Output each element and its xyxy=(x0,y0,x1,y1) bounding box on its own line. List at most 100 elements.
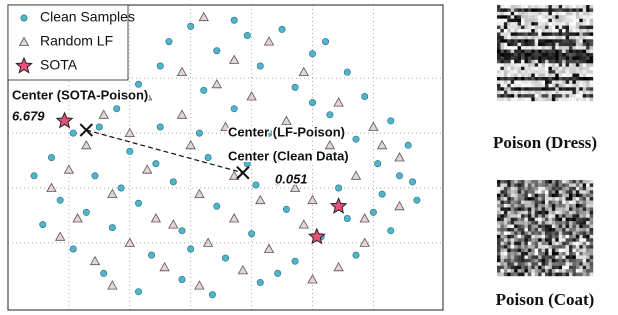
pixel xyxy=(514,63,518,67)
pixel xyxy=(511,221,515,225)
pixel xyxy=(511,207,515,211)
pixel xyxy=(576,242,580,246)
pixel xyxy=(504,84,508,88)
pixel xyxy=(497,273,501,277)
pixel xyxy=(511,46,515,50)
pixel xyxy=(576,70,580,74)
pixel xyxy=(586,19,590,23)
pixel xyxy=(590,60,594,64)
pixel xyxy=(572,255,576,259)
pixel xyxy=(507,22,511,26)
pixel xyxy=(566,77,570,81)
center-link xyxy=(86,130,243,173)
pixel xyxy=(538,221,542,225)
point xyxy=(91,257,100,265)
pixel xyxy=(583,26,587,30)
pixel xyxy=(548,39,552,43)
pixel xyxy=(507,183,511,187)
pixel xyxy=(497,194,501,198)
pixel xyxy=(586,197,590,201)
pixel xyxy=(552,94,556,98)
pixel xyxy=(572,211,576,215)
pixel xyxy=(576,50,580,54)
pixel xyxy=(569,183,573,187)
pixel xyxy=(535,5,539,9)
pixel xyxy=(548,50,552,54)
pixel xyxy=(524,8,528,12)
pixel xyxy=(538,67,542,71)
pixel xyxy=(552,187,556,191)
pixel xyxy=(548,204,552,208)
pixel xyxy=(504,67,508,71)
pixel xyxy=(579,249,583,253)
pixel xyxy=(579,5,583,9)
pixel xyxy=(572,63,576,67)
pixel xyxy=(542,46,546,50)
pixel xyxy=(586,269,590,273)
pixel xyxy=(514,228,518,232)
pixel xyxy=(590,190,594,194)
pixel xyxy=(566,46,570,50)
pixel xyxy=(545,197,549,201)
pixel xyxy=(507,8,511,12)
pixel xyxy=(572,29,576,33)
pixel xyxy=(590,249,594,253)
pixel xyxy=(586,29,590,33)
pixel xyxy=(535,225,539,229)
pixel xyxy=(538,259,542,263)
pixel xyxy=(514,43,518,47)
pixel xyxy=(542,32,546,36)
pixel xyxy=(590,183,594,187)
pixel xyxy=(552,207,556,211)
pixel xyxy=(514,12,518,16)
point xyxy=(40,221,46,227)
pixel xyxy=(535,36,539,40)
pixel xyxy=(548,56,552,60)
pixel xyxy=(500,15,504,19)
pixel xyxy=(521,180,525,184)
pixel xyxy=(590,43,594,47)
pixel xyxy=(548,180,552,184)
pixel xyxy=(590,204,594,208)
pixel xyxy=(572,225,576,229)
pixel xyxy=(500,187,504,191)
pixel xyxy=(569,29,573,33)
pixel xyxy=(545,46,549,50)
pixel xyxy=(579,204,583,208)
pixel xyxy=(590,70,594,74)
pixel xyxy=(507,56,511,60)
pixel xyxy=(511,26,515,30)
pixel xyxy=(572,5,576,9)
pixel xyxy=(538,29,542,33)
pixel xyxy=(521,214,525,218)
pixel xyxy=(531,60,535,64)
pixel xyxy=(531,204,535,208)
pixel xyxy=(545,60,549,64)
pixel xyxy=(542,19,546,23)
pixel xyxy=(566,50,570,54)
pixel xyxy=(500,207,504,211)
legend-label: SOTA xyxy=(40,57,78,73)
point xyxy=(369,123,378,131)
pixel xyxy=(518,29,522,33)
annotation-value: 0.051 xyxy=(275,171,308,186)
pixel xyxy=(559,225,563,229)
pixel xyxy=(500,46,504,50)
pixel xyxy=(586,266,590,270)
pixel xyxy=(500,5,504,9)
annotation: Center (Clean Data) xyxy=(228,148,349,163)
pixel xyxy=(511,238,515,242)
pixel xyxy=(531,225,535,229)
point xyxy=(188,23,194,29)
pixel xyxy=(538,87,542,91)
pixel xyxy=(531,32,535,36)
pixel xyxy=(562,231,566,235)
pixel xyxy=(579,39,583,43)
pixel xyxy=(569,201,573,205)
pixel xyxy=(569,84,573,88)
pixel xyxy=(548,183,552,187)
pixel xyxy=(576,211,580,215)
pixel xyxy=(555,32,559,36)
pixel xyxy=(524,87,528,91)
pixel xyxy=(542,43,546,47)
